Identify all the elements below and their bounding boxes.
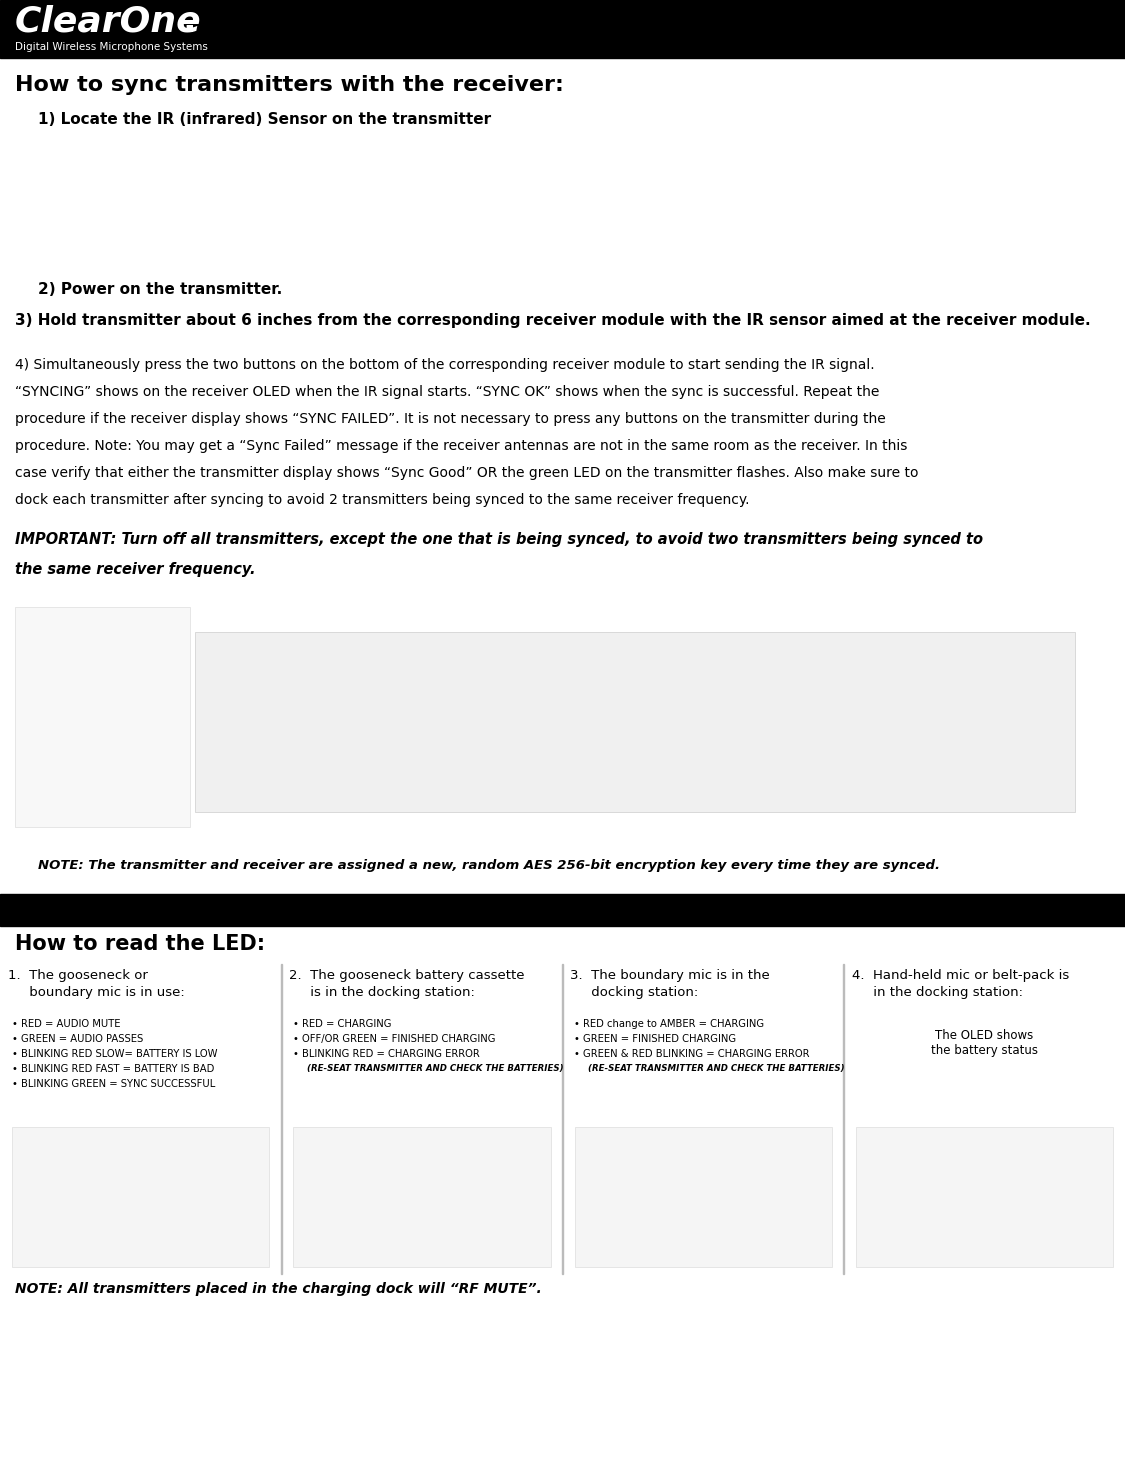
Text: • RED change to AMBER = CHARGING: • RED change to AMBER = CHARGING — [575, 1020, 765, 1028]
Text: NOTE: The transmitter and receiver are assigned a new, random AES 256-bit encryp: NOTE: The transmitter and receiver are a… — [38, 860, 940, 871]
Bar — [0, 0, 1125, 59]
Text: procedure if the receiver display shows “SYNC FAILED”. It is not necessary to pr: procedure if the receiver display shows … — [15, 412, 885, 425]
Bar — [856, 1127, 1113, 1267]
Text: docking station:: docking station: — [570, 986, 699, 999]
Text: “SYNCING” shows on the receiver OLED when the IR signal starts. “SYNC OK” shows : “SYNCING” shows on the receiver OLED whe… — [15, 384, 880, 399]
Text: • BLINKING GREEN = SYNC SUCCESSFUL: • BLINKING GREEN = SYNC SUCCESSFUL — [12, 1080, 215, 1089]
Bar — [575, 1127, 831, 1267]
Bar — [492, 110, 652, 280]
Text: 1.  The gooseneck or: 1. The gooseneck or — [8, 970, 147, 981]
Bar — [245, 135, 475, 260]
Text: .: . — [182, 4, 196, 40]
Text: • BLINKING RED FAST = BATTERY IS BAD: • BLINKING RED FAST = BATTERY IS BAD — [12, 1064, 215, 1074]
Text: • GREEN = FINISHED CHARGING: • GREEN = FINISHED CHARGING — [575, 1034, 737, 1045]
Text: 4) Simultaneously press the two buttons on the bottom of the corresponding recei: 4) Simultaneously press the two buttons … — [15, 358, 874, 373]
Text: 3.  The boundary mic is in the: 3. The boundary mic is in the — [570, 970, 771, 981]
Text: • GREEN & RED BLINKING = CHARGING ERROR: • GREEN & RED BLINKING = CHARGING ERROR — [575, 1049, 810, 1059]
Text: 3) Hold transmitter about 6 inches from the corresponding receiver module with t: 3) Hold transmitter about 6 inches from … — [15, 312, 1090, 329]
Text: 1) Locate the IR (infrared) Sensor on the transmitter: 1) Locate the IR (infrared) Sensor on th… — [38, 111, 492, 128]
Bar — [15, 131, 229, 255]
Text: boundary mic is in use:: boundary mic is in use: — [8, 986, 184, 999]
Text: IMPORTANT: Turn off all transmitters, except the one that is being synced, to av: IMPORTANT: Turn off all transmitters, ex… — [15, 533, 983, 547]
Text: • RED = CHARGING: • RED = CHARGING — [294, 1020, 391, 1028]
Text: dock each transmitter after syncing to avoid 2 transmitters being synced to the : dock each transmitter after syncing to a… — [15, 493, 749, 508]
Text: (RE-SEAT TRANSMITTER AND CHECK THE BATTERIES): (RE-SEAT TRANSMITTER AND CHECK THE BATTE… — [307, 1064, 564, 1072]
Text: 4.  Hand-held mic or belt-pack is: 4. Hand-held mic or belt-pack is — [852, 970, 1069, 981]
Text: NOTE: All transmitters placed in the charging dock will “RF MUTE”.: NOTE: All transmitters placed in the cha… — [15, 1282, 542, 1295]
Bar — [12, 1127, 269, 1267]
Text: 2) Power on the transmitter.: 2) Power on the transmitter. — [38, 282, 282, 296]
Text: How to sync transmitters with the receiver:: How to sync transmitters with the receiv… — [15, 75, 564, 95]
Text: case verify that either the transmitter display shows “Sync Good” OR the green L: case verify that either the transmitter … — [15, 467, 918, 480]
Text: is in the docking station:: is in the docking station: — [289, 986, 475, 999]
Text: • OFF/OR GREEN = FINISHED CHARGING: • OFF/OR GREEN = FINISHED CHARGING — [294, 1034, 496, 1045]
Text: • GREEN = AUDIO PASSES: • GREEN = AUDIO PASSES — [12, 1034, 143, 1045]
Text: (RE-SEAT TRANSMITTER AND CHECK THE BATTERIES): (RE-SEAT TRANSMITTER AND CHECK THE BATTE… — [588, 1064, 845, 1072]
Bar — [195, 632, 1075, 813]
Text: procedure. Note: You may get a “Sync Failed” message if the receiver antennas ar: procedure. Note: You may get a “Sync Fai… — [15, 439, 908, 453]
Text: • RED = AUDIO MUTE: • RED = AUDIO MUTE — [12, 1020, 120, 1028]
Text: Digital Wireless Microphone Systems: Digital Wireless Microphone Systems — [15, 43, 208, 51]
Text: • BLINKING RED SLOW= BATTERY IS LOW: • BLINKING RED SLOW= BATTERY IS LOW — [12, 1049, 217, 1059]
Text: ClearOne: ClearOne — [15, 4, 201, 40]
Text: in the docking station:: in the docking station: — [852, 986, 1023, 999]
Text: How to read the LED:: How to read the LED: — [15, 934, 266, 954]
Bar — [15, 607, 190, 827]
Bar — [778, 109, 1004, 293]
Bar — [294, 1127, 550, 1267]
Bar — [0, 593, 1125, 863]
Text: The OLED shows
the battery status: The OLED shows the battery status — [930, 1028, 1038, 1058]
Text: • BLINKING RED = CHARGING ERROR: • BLINKING RED = CHARGING ERROR — [294, 1049, 480, 1059]
Text: the same receiver frequency.: the same receiver frequency. — [15, 562, 255, 577]
Text: 2.  The gooseneck battery cassette: 2. The gooseneck battery cassette — [289, 970, 524, 981]
Bar — [0, 893, 1125, 926]
